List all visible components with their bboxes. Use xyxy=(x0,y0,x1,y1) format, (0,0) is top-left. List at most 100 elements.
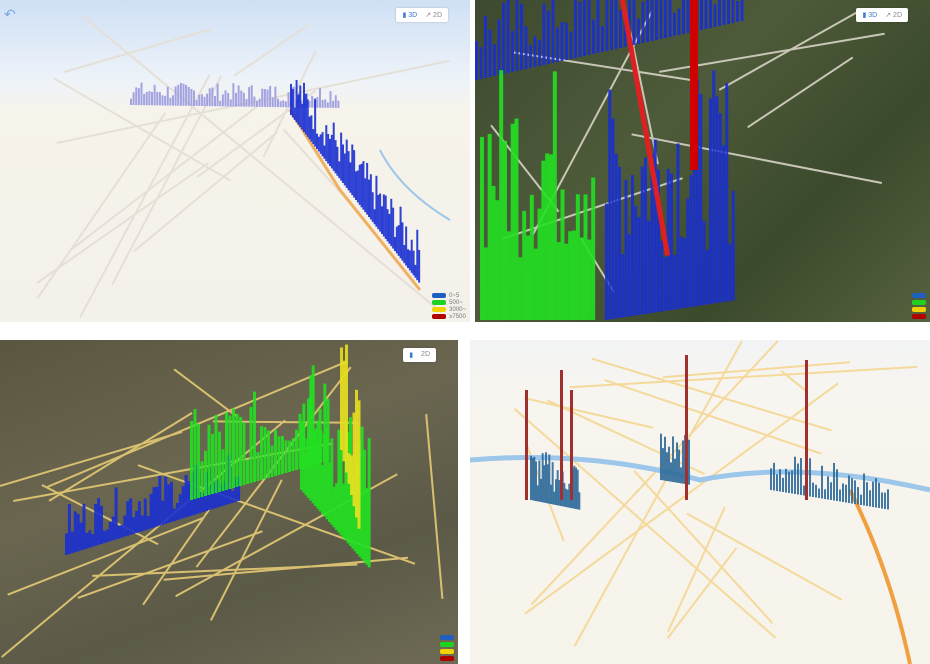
data-bar xyxy=(228,415,232,489)
data-bar xyxy=(291,88,294,118)
data-bar xyxy=(342,360,346,462)
data-bar xyxy=(547,10,550,65)
data-bar xyxy=(279,101,282,108)
2d-button[interactable]: ↗ 2D xyxy=(425,12,442,19)
data-bar xyxy=(351,476,355,549)
data-bar xyxy=(610,0,613,50)
data-bar xyxy=(345,344,348,473)
data-bar xyxy=(646,0,649,42)
data-bar xyxy=(293,107,296,120)
data-bar xyxy=(263,427,267,479)
data-bar xyxy=(349,162,352,193)
2d-button[interactable]: ↗ 2D xyxy=(885,12,902,19)
data-bar xyxy=(685,355,688,500)
data-bar xyxy=(158,475,162,526)
data-bar xyxy=(295,429,298,470)
data-bar xyxy=(274,429,277,476)
data-bar xyxy=(319,134,322,154)
road xyxy=(633,470,774,624)
data-bar xyxy=(363,449,366,562)
data-bar xyxy=(256,100,258,107)
back-arrow-icon[interactable]: ↶ xyxy=(4,6,16,22)
data-bar xyxy=(560,370,563,500)
data-bar xyxy=(318,408,322,512)
data-bar xyxy=(357,400,361,529)
data-bar xyxy=(503,140,507,320)
data-bar xyxy=(394,236,396,251)
data-bar xyxy=(343,153,346,186)
data-bar xyxy=(200,461,204,497)
map-panel-1[interactable]: ↶ ▮ 3D ↗ 2D 0~5 500~ 3000~ ≥7500 xyxy=(0,0,470,322)
data-bar xyxy=(480,136,484,320)
3d-button[interactable]: ▮ 3D xyxy=(862,12,878,19)
data-bar xyxy=(529,194,534,320)
data-bar xyxy=(587,239,592,320)
2d-button[interactable]: 2D xyxy=(421,351,430,358)
data-bar xyxy=(347,151,350,191)
road xyxy=(523,397,654,429)
road xyxy=(77,530,263,599)
data-bar xyxy=(164,95,167,106)
data-bar xyxy=(592,19,595,54)
data-bar xyxy=(713,3,717,28)
data-bar xyxy=(323,383,327,517)
data-bar xyxy=(375,175,378,227)
data-bar xyxy=(377,194,380,230)
data-bar xyxy=(85,532,89,549)
legend: 0~5 500~ 3000~ ≥7500 xyxy=(432,292,466,320)
data-bar xyxy=(531,457,534,501)
data-bar xyxy=(670,462,672,482)
data-bar xyxy=(712,70,716,304)
road xyxy=(686,512,843,601)
map-panel-4[interactable] xyxy=(470,340,930,664)
data-bar xyxy=(284,101,287,108)
data-bar xyxy=(878,482,880,508)
data-bar xyxy=(540,478,542,502)
data-bar xyxy=(857,487,859,505)
data-bar xyxy=(568,483,571,508)
data-bar xyxy=(303,82,305,132)
data-bar xyxy=(193,409,197,499)
data-bar xyxy=(295,80,298,123)
data-bar xyxy=(148,90,151,106)
data-bar xyxy=(403,244,406,264)
data-bar xyxy=(575,194,580,320)
data-bar xyxy=(797,463,799,495)
map-panel-2[interactable]: ▮ 3D ↗ 2D xyxy=(475,0,930,322)
data-bar xyxy=(678,449,680,483)
data-bar xyxy=(550,484,552,504)
data-bar xyxy=(552,71,557,320)
data-bar xyxy=(836,469,838,501)
data-bar xyxy=(506,0,510,74)
data-bar xyxy=(195,100,198,106)
data-bar xyxy=(197,423,200,498)
data-bar xyxy=(709,98,712,304)
data-bar xyxy=(179,82,182,106)
data-bar xyxy=(538,39,541,66)
data-bar xyxy=(881,492,883,509)
data-bar xyxy=(330,134,333,169)
data-bar xyxy=(809,458,811,497)
data-bar xyxy=(225,412,228,490)
data-bar xyxy=(316,420,320,509)
data-bar xyxy=(284,440,288,473)
data-bar xyxy=(340,132,343,181)
data-bar xyxy=(564,243,569,320)
data-bar xyxy=(304,93,307,135)
3d-button[interactable]: ▮ 3D xyxy=(402,12,418,19)
map-panel-3[interactable]: ▮ 2D xyxy=(0,340,458,664)
data-bar xyxy=(839,489,841,502)
road xyxy=(524,382,839,615)
data-bar xyxy=(214,95,216,107)
data-bar xyxy=(682,440,684,484)
data-bar xyxy=(619,9,622,49)
data-bar xyxy=(108,521,112,542)
data-bar xyxy=(833,462,835,501)
data-bar xyxy=(653,139,657,313)
data-bar xyxy=(190,88,193,106)
data-bar xyxy=(332,487,336,528)
data-bar xyxy=(542,3,546,65)
data-bar xyxy=(618,166,621,318)
3d-button[interactable]: ▮ xyxy=(409,352,414,359)
road xyxy=(848,489,912,664)
